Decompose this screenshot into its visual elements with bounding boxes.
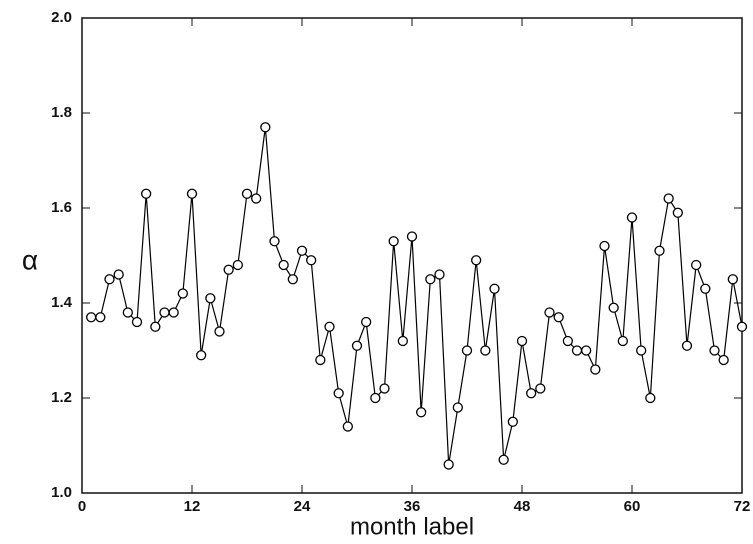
point [131, 316, 143, 328]
point [306, 255, 317, 266]
x-tick-label: 24 [294, 498, 311, 515]
point [241, 188, 253, 199]
point [296, 245, 308, 256]
point [480, 345, 491, 356]
point [443, 459, 454, 470]
point [406, 231, 418, 242]
point [269, 236, 280, 247]
y-tick-label: 1.8 [51, 104, 72, 121]
point [636, 345, 647, 356]
point [571, 345, 583, 356]
point [196, 350, 207, 361]
point [232, 259, 243, 271]
x-tick-label: 48 [514, 498, 531, 515]
point [223, 264, 234, 275]
x-tick-label: 36 [404, 498, 421, 515]
point [663, 193, 674, 204]
point [324, 321, 335, 332]
point [278, 259, 289, 271]
y-tick-label: 1.4 [51, 294, 73, 311]
x-tick-label: 72 [734, 498, 751, 515]
point [461, 345, 473, 356]
point [214, 326, 225, 337]
x-tick-label: 12 [184, 498, 201, 515]
point [351, 340, 363, 351]
series-line [91, 127, 743, 465]
y-axis-label: α [22, 244, 38, 275]
y-tick-label: 1.6 [51, 199, 72, 216]
point [260, 122, 271, 133]
y-tick-label: 1.0 [51, 484, 72, 501]
point [342, 421, 353, 432]
point [251, 193, 262, 204]
point [553, 312, 564, 323]
point [141, 188, 152, 199]
point [626, 212, 638, 223]
point [104, 274, 115, 285]
point [581, 345, 592, 356]
point [205, 293, 216, 304]
point [681, 340, 693, 351]
point [736, 321, 748, 332]
point [370, 392, 381, 404]
point [379, 383, 390, 394]
point [425, 274, 436, 285]
point [608, 302, 619, 313]
point [361, 316, 372, 328]
point [434, 269, 445, 280]
y-tick-label: 2.0 [51, 9, 72, 26]
point [691, 259, 702, 271]
point [186, 188, 198, 199]
point [544, 307, 555, 318]
point [159, 307, 170, 318]
point [718, 354, 729, 366]
point [672, 207, 683, 218]
y-tick-label: 1.2 [51, 389, 72, 406]
point [590, 364, 601, 375]
point [287, 274, 298, 285]
point [645, 392, 656, 404]
point [452, 402, 463, 413]
plot-frame [81, 17, 743, 494]
point [507, 416, 518, 427]
x-tick-label: 0 [78, 498, 86, 515]
point [617, 335, 628, 347]
point [709, 345, 720, 356]
point [122, 307, 133, 318]
point [168, 307, 179, 318]
point [416, 407, 427, 418]
point [498, 454, 509, 465]
point [526, 388, 537, 399]
point [315, 354, 326, 366]
x-tick-label: 60 [624, 498, 641, 515]
point [150, 321, 161, 332]
point [654, 245, 665, 256]
point [333, 388, 344, 399]
point [516, 335, 528, 347]
point [388, 236, 399, 247]
point [177, 288, 188, 299]
point [489, 283, 500, 294]
point [113, 269, 124, 280]
point [562, 335, 573, 347]
point [95, 312, 106, 323]
point [700, 283, 711, 294]
x-axis-label: month label [350, 513, 474, 540]
point [727, 274, 738, 285]
point [86, 312, 97, 323]
point [397, 335, 408, 347]
point [471, 255, 482, 266]
point [535, 383, 546, 394]
point [599, 240, 610, 252]
